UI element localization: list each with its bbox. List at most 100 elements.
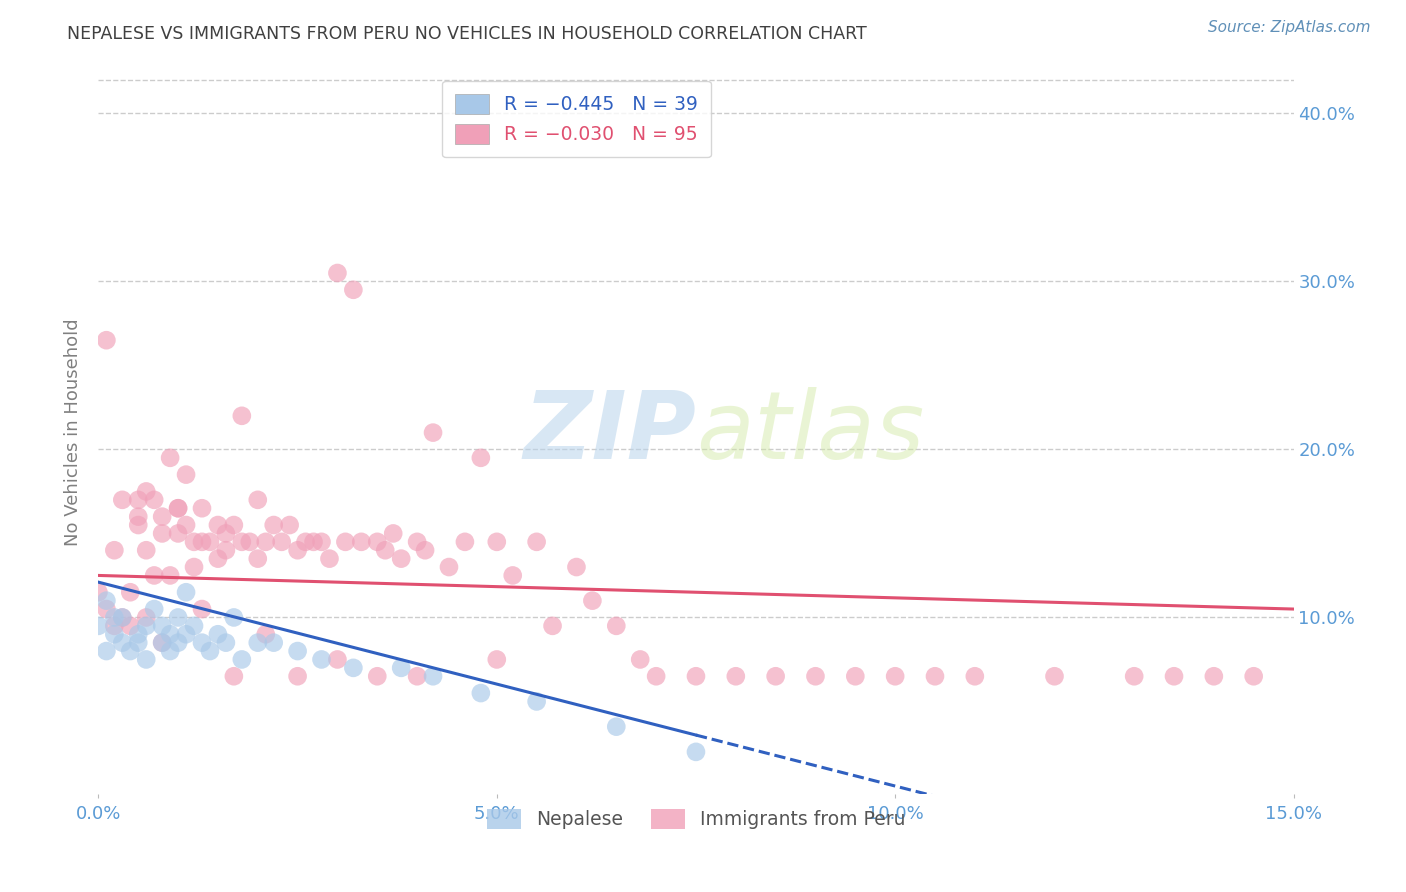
Point: [263, 518, 285, 533]
Point: [502, 568, 524, 582]
Point: [183, 619, 205, 633]
Point: [191, 501, 214, 516]
Point: [470, 686, 492, 700]
Point: [287, 669, 309, 683]
Point: [628, 652, 651, 666]
Point: [246, 551, 269, 566]
Point: [231, 534, 253, 549]
Point: [685, 745, 707, 759]
Point: [406, 534, 429, 549]
Point: [311, 534, 333, 549]
Point: [135, 610, 157, 624]
Point: [326, 652, 349, 666]
Point: [287, 644, 309, 658]
Point: [382, 526, 405, 541]
Point: [350, 534, 373, 549]
Point: [135, 543, 157, 558]
Point: [174, 627, 197, 641]
Point: [406, 669, 429, 683]
Point: [724, 669, 747, 683]
Point: [120, 585, 142, 599]
Point: [270, 534, 292, 549]
Point: [96, 644, 118, 658]
Point: [222, 518, 245, 533]
Point: [246, 635, 269, 649]
Point: [287, 543, 309, 558]
Point: [318, 551, 340, 566]
Point: [437, 560, 460, 574]
Point: [485, 652, 508, 666]
Point: [120, 644, 142, 658]
Point: [120, 619, 142, 633]
Point: [215, 543, 238, 558]
Point: [150, 635, 173, 649]
Point: [884, 669, 907, 683]
Point: [207, 551, 229, 566]
Point: [924, 669, 946, 683]
Point: [1202, 669, 1225, 683]
Point: [207, 627, 229, 641]
Point: [111, 635, 134, 649]
Point: [1243, 669, 1265, 683]
Point: [167, 610, 190, 624]
Point: [804, 669, 827, 683]
Text: NEPALESE VS IMMIGRANTS FROM PERU NO VEHICLES IN HOUSEHOLD CORRELATION CHART: NEPALESE VS IMMIGRANTS FROM PERU NO VEHI…: [67, 25, 868, 43]
Point: [254, 534, 277, 549]
Point: [1163, 669, 1185, 683]
Point: [263, 635, 285, 649]
Point: [765, 669, 787, 683]
Point: [278, 518, 301, 533]
Point: [366, 669, 388, 683]
Point: [541, 619, 564, 633]
Point: [581, 593, 603, 607]
Text: atlas: atlas: [696, 387, 924, 478]
Point: [87, 619, 110, 633]
Point: [127, 627, 149, 641]
Point: [96, 333, 118, 347]
Legend: Nepalese, Immigrants from Peru: Nepalese, Immigrants from Peru: [478, 799, 914, 838]
Point: [150, 635, 173, 649]
Point: [143, 602, 166, 616]
Point: [135, 619, 157, 633]
Point: [111, 492, 134, 507]
Point: [143, 492, 166, 507]
Point: [366, 534, 388, 549]
Point: [526, 694, 548, 708]
Point: [215, 635, 238, 649]
Point: [150, 619, 173, 633]
Point: [150, 509, 173, 524]
Point: [127, 492, 149, 507]
Point: [422, 669, 444, 683]
Point: [167, 501, 190, 516]
Point: [174, 467, 197, 482]
Point: [143, 568, 166, 582]
Point: [111, 610, 134, 624]
Point: [342, 283, 364, 297]
Point: [127, 518, 149, 533]
Point: [326, 266, 349, 280]
Point: [389, 661, 412, 675]
Point: [159, 568, 181, 582]
Text: ZIP: ZIP: [523, 386, 696, 479]
Point: [231, 409, 253, 423]
Point: [454, 534, 477, 549]
Point: [374, 543, 396, 558]
Point: [183, 560, 205, 574]
Point: [565, 560, 588, 574]
Point: [191, 635, 214, 649]
Point: [198, 644, 221, 658]
Point: [389, 551, 412, 566]
Point: [222, 669, 245, 683]
Point: [111, 610, 134, 624]
Point: [844, 669, 866, 683]
Point: [103, 543, 125, 558]
Y-axis label: No Vehicles in Household: No Vehicles in Household: [65, 318, 83, 547]
Point: [470, 450, 492, 465]
Point: [526, 534, 548, 549]
Point: [485, 534, 508, 549]
Point: [135, 484, 157, 499]
Point: [342, 661, 364, 675]
Point: [645, 669, 668, 683]
Point: [167, 526, 190, 541]
Point: [246, 492, 269, 507]
